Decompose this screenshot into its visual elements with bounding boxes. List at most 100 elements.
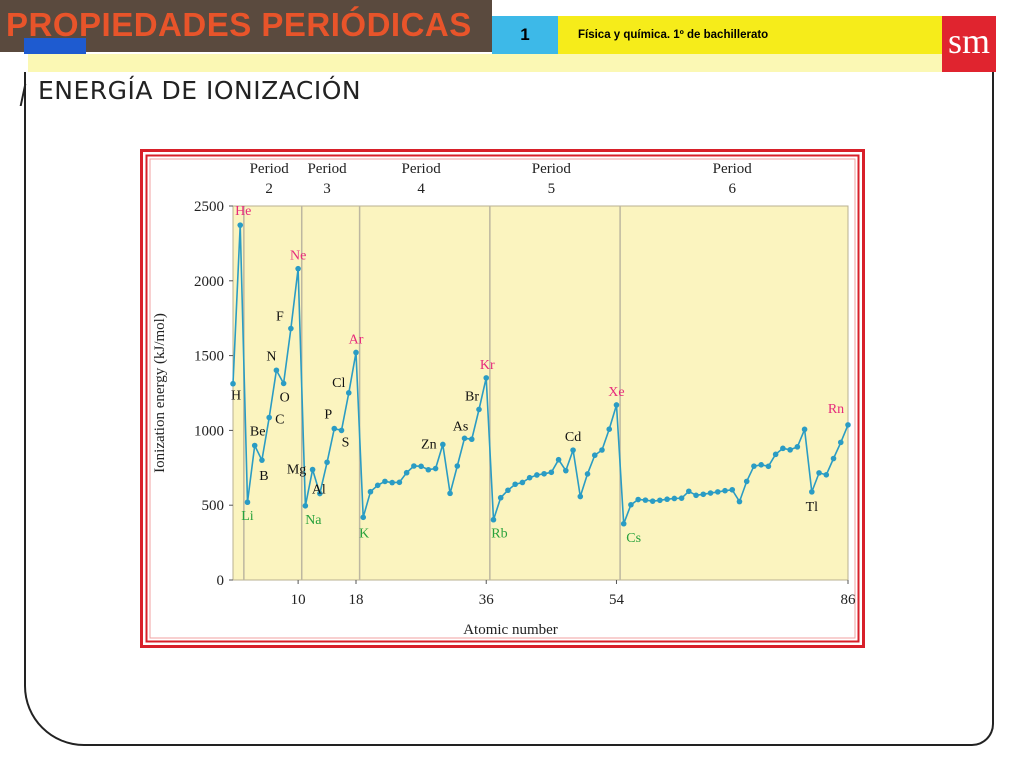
data-point [461, 435, 468, 442]
element-label: F [276, 310, 284, 325]
x-axis-label: Atomic number [463, 622, 558, 638]
data-point [490, 516, 497, 523]
data-point [541, 470, 547, 477]
element-label: H [231, 389, 241, 404]
data-point [693, 492, 699, 499]
section-title: ENERGÍA DE IONIZACIÓN [38, 76, 362, 105]
data-point [591, 452, 598, 459]
data-point [505, 487, 511, 494]
data-point [657, 497, 663, 504]
data-point [295, 265, 301, 272]
element-label: N [266, 349, 276, 364]
data-point [809, 489, 815, 495]
data-point [374, 482, 381, 489]
data-point [664, 496, 670, 503]
data-point [787, 447, 793, 453]
element-label: Zn [421, 437, 437, 452]
data-point [758, 462, 764, 468]
data-point [606, 426, 613, 433]
y-tick-label: 2000 [194, 274, 224, 290]
slide-frame [24, 72, 994, 746]
y-axis-label: Ionization energy (kJ/mol) [152, 313, 168, 473]
data-point [367, 488, 374, 495]
period-number: 3 [323, 181, 331, 197]
period-label: Period [250, 161, 290, 177]
data-point [837, 439, 844, 446]
subject-label: Física y química. 1º de bachillerato [558, 16, 942, 54]
title-accent-strip [24, 38, 86, 54]
x-tick-label: 18 [349, 592, 364, 608]
data-point [642, 497, 649, 503]
period-number: 2 [265, 181, 273, 197]
element-label: C [275, 413, 284, 428]
header-yellow-band [28, 54, 942, 72]
element-label: As [453, 419, 469, 434]
sm-logo: sm [942, 16, 996, 72]
element-label: Xe [608, 385, 624, 400]
period-number: 5 [548, 181, 556, 197]
element-label: Cl [332, 376, 345, 391]
data-point [686, 488, 692, 495]
data-point [794, 444, 801, 450]
data-point [512, 481, 518, 488]
data-point [237, 222, 244, 228]
data-point [418, 463, 424, 470]
y-tick-label: 0 [217, 573, 225, 589]
data-point [447, 490, 453, 497]
data-point [338, 427, 345, 434]
period-label: Period [532, 161, 572, 177]
data-point [845, 422, 851, 428]
plot-area [232, 205, 849, 581]
logo-text: sm [947, 21, 990, 61]
element-label: B [259, 469, 268, 484]
data-point [244, 499, 251, 506]
element-label: S [342, 435, 350, 450]
data-point [577, 493, 584, 500]
element-label: Al [312, 483, 326, 498]
data-point [259, 457, 265, 463]
data-point [548, 469, 555, 476]
data-point [396, 479, 403, 486]
data-point [635, 496, 641, 503]
data-point [280, 380, 287, 387]
element-label: Ar [349, 332, 364, 347]
element-label: Rn [828, 402, 844, 417]
period-label: Period [713, 161, 753, 177]
element-label: Kr [480, 358, 495, 373]
data-point [599, 447, 605, 453]
data-point [628, 501, 634, 508]
element-label: He [235, 204, 251, 219]
data-point [823, 472, 830, 478]
data-point [382, 478, 388, 485]
element-label: Li [241, 509, 254, 524]
data-point [440, 441, 446, 448]
data-point [620, 520, 627, 527]
data-point [526, 474, 533, 481]
data-point [273, 367, 280, 374]
chart-svg: Period 2 Period 3 Period 4 Period 5 Period 6 0 500 1… [140, 149, 865, 648]
data-point [454, 463, 461, 469]
element-label: Br [465, 389, 479, 404]
data-point [584, 471, 591, 477]
data-point [555, 456, 562, 463]
element-label: Cs [626, 531, 641, 546]
data-point [816, 470, 822, 476]
element-label: Be [250, 425, 266, 440]
slide-title: PROPIEDADES PERIÓDICAS [6, 6, 472, 43]
data-point [830, 455, 837, 462]
element-label: Rb [491, 527, 507, 542]
data-point [649, 498, 656, 504]
data-point [736, 498, 743, 505]
element-label: Tl [806, 500, 819, 515]
y-tick-label: 1500 [194, 349, 224, 365]
data-point [468, 436, 475, 443]
element-label: Ne [290, 249, 306, 264]
x-tick-label: 36 [479, 592, 495, 608]
data-point [331, 425, 338, 432]
data-point [707, 490, 714, 496]
data-point [288, 325, 294, 332]
data-point [476, 406, 482, 413]
data-point [353, 349, 359, 356]
data-point [714, 489, 721, 495]
data-point [534, 472, 540, 478]
